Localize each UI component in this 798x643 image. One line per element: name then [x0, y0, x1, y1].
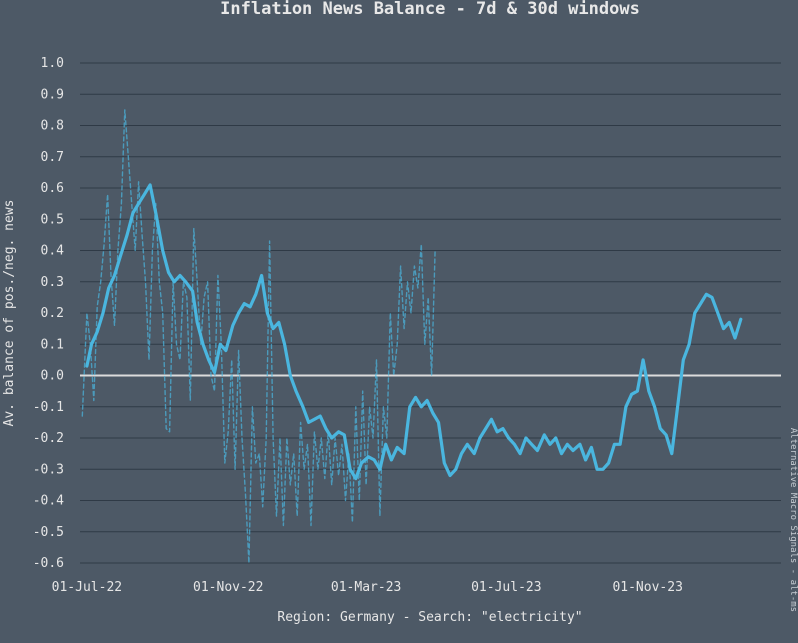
- x-axis-ticks: 01-Jul-22 01-Nov-22 01-Mar-23 01-Jul-23 01-N…: [52, 580, 683, 595]
- chart-title: Inflation News Balance - 7d & 30d window…: [220, 0, 640, 19]
- y-tick-label: -0.4: [33, 494, 64, 509]
- y-tick-label: 0.5: [41, 212, 64, 227]
- y-tick-label: 0.9: [41, 87, 64, 102]
- x-tick-label: 01-Nov-22: [193, 580, 263, 595]
- y-tick-label: -0.2: [33, 431, 64, 446]
- y-tick-label: 0.6: [41, 181, 64, 196]
- x-tick-label: 01-Mar-23: [331, 580, 401, 595]
- y-tick-label: 0.0: [41, 369, 64, 384]
- y-axis-label: Av. balance of pos./neg. news: [2, 200, 17, 427]
- grid-lines: [80, 62, 781, 564]
- y-tick-label: -0.6: [33, 556, 64, 571]
- series-line-30d: [85, 183, 743, 481]
- x-axis-label: Region: Germany - Search: "electricity": [277, 610, 582, 625]
- y-tick-label: 0.8: [41, 119, 64, 134]
- x-tick-label: 01-Jul-23: [471, 580, 541, 595]
- y-tick-label: 0.3: [41, 275, 64, 290]
- y-tick-label: 0.2: [41, 306, 64, 321]
- y-tick-label: -0.1: [33, 400, 64, 415]
- y-tick-label: 1.0: [41, 56, 64, 71]
- y-tick-label: 0.7: [41, 150, 64, 165]
- y-tick-label: 0.4: [41, 244, 65, 259]
- y-axis-ticks: 1.0 0.9 0.8 0.7 0.6 0.5 0.4 0.3 0.2 0.1 0.0 -0.1 -0.…: [33, 56, 64, 571]
- series-line-7d: [81, 109, 436, 564]
- y-tick-label: -0.5: [33, 525, 64, 540]
- source-note: Alternative Macro Signals - alt-ms: [788, 428, 798, 612]
- x-tick-label: 01-Nov-23: [612, 580, 682, 595]
- x-tick-label: 01-Jul-22: [52, 580, 122, 595]
- series-layer: [81, 109, 743, 564]
- y-tick-label: -0.3: [33, 462, 64, 477]
- y-tick-label: 0.1: [41, 337, 64, 352]
